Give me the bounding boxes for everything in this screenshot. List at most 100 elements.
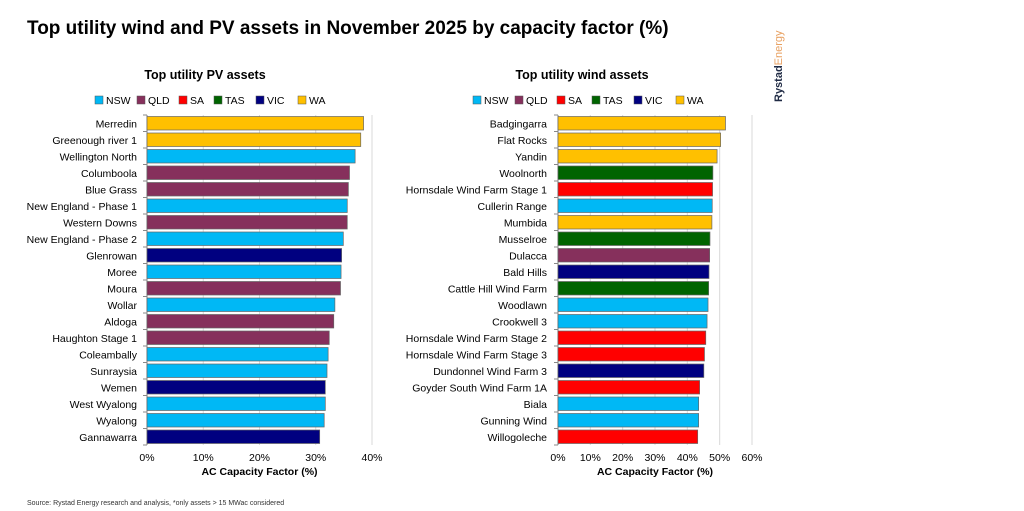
category-label: Hornsdale Wind Farm Stage 2 xyxy=(406,333,547,345)
legend-item-tas: TAS xyxy=(591,95,623,107)
legend-swatch xyxy=(591,95,601,105)
x-tick-label: 30% xyxy=(305,452,326,464)
category-label: Flat Rocks xyxy=(497,135,547,147)
category-label: Moree xyxy=(107,267,137,279)
wind-chart: Top utility wind assets NSW QLD SA TAS VIC WA 0… xyxy=(406,68,763,478)
legend-item-sa: SA xyxy=(178,95,204,107)
category-label: Dundonnel Wind Farm 3 xyxy=(433,366,547,378)
bar xyxy=(146,413,325,428)
legend-label: TAS xyxy=(225,95,245,107)
bar xyxy=(557,198,713,213)
x-tick-label: 50% xyxy=(709,452,730,464)
bar xyxy=(146,116,364,131)
x-tick-label: 60% xyxy=(741,452,762,464)
bar xyxy=(146,182,349,197)
category-label: Sunraysia xyxy=(90,366,137,378)
category-label: Merredin xyxy=(96,118,138,130)
legend-item-qld: QLD xyxy=(514,95,548,107)
legend-item-wa: WA xyxy=(675,95,704,107)
category-label: Columboola xyxy=(81,168,137,180)
bar xyxy=(557,413,699,428)
figure-title: Top utility wind and PV assets in Novemb… xyxy=(27,18,669,39)
bar xyxy=(557,380,700,395)
legend-swatch xyxy=(297,95,307,105)
bar xyxy=(557,215,713,230)
bar xyxy=(557,116,726,131)
category-label: Hornsdale Wind Farm Stage 1 xyxy=(406,184,547,196)
category-label: Mumbida xyxy=(504,217,547,229)
category-label: Greenough river 1 xyxy=(52,135,137,147)
bar xyxy=(146,198,348,213)
legend-label: WA xyxy=(687,95,704,107)
bar xyxy=(557,363,705,378)
category-label: Gannawarra xyxy=(79,432,137,444)
legend-swatch xyxy=(472,95,482,105)
category-label: Bald Hills xyxy=(503,267,547,279)
legend-swatch xyxy=(514,95,524,105)
category-label: Biala xyxy=(524,399,548,411)
x-tick-label: 20% xyxy=(249,452,270,464)
x-axis-label: AC Capacity Factor (%) xyxy=(201,466,317,478)
chart-title: Top utility PV assets xyxy=(144,68,265,82)
category-label: Yandin xyxy=(515,151,547,163)
legend-swatch xyxy=(94,95,104,105)
legend-swatch xyxy=(675,95,685,105)
category-label: Hornsdale Wind Farm Stage 3 xyxy=(406,349,547,361)
bar xyxy=(557,396,699,411)
legend-item-nsw: NSW xyxy=(472,95,509,107)
x-tick-label: 20% xyxy=(612,452,633,464)
bar xyxy=(146,149,356,164)
x-tick-label: 0% xyxy=(550,452,565,464)
category-label: West Wyalong xyxy=(70,399,138,411)
x-tick-label: 30% xyxy=(644,452,665,464)
category-label: Willogoleche xyxy=(487,432,547,444)
legend-item-vic: VIC xyxy=(633,95,663,107)
svg-text:RystadEnergy: RystadEnergy xyxy=(773,30,785,102)
bar xyxy=(146,347,329,362)
bar xyxy=(146,363,328,378)
category-label: Wemen xyxy=(101,382,137,394)
category-label: Wollar xyxy=(107,300,137,312)
bar xyxy=(557,248,710,263)
bar xyxy=(557,165,714,180)
legend-label: QLD xyxy=(526,95,548,107)
category-label: Blue Grass xyxy=(85,184,137,196)
bar xyxy=(146,248,342,263)
bar xyxy=(146,231,344,246)
category-label: Cattle Hill Wind Farm xyxy=(448,283,547,295)
legend-item-nsw: NSW xyxy=(94,95,131,107)
category-label: Woodlawn xyxy=(498,300,547,312)
chart-title: Top utility wind assets xyxy=(515,68,648,82)
category-label: Wellington North xyxy=(60,151,138,163)
bar xyxy=(557,264,710,279)
legend-label: NSW xyxy=(484,95,509,107)
category-label: Crookwell 3 xyxy=(492,316,547,328)
legend-swatch xyxy=(633,95,643,105)
source-note: Source: Rystad Energy research and analy… xyxy=(27,500,285,507)
legend-item-sa: SA xyxy=(556,95,582,107)
category-label: Badgingarra xyxy=(490,118,547,130)
category-label: Coleambally xyxy=(79,349,138,361)
bar xyxy=(146,132,362,147)
bar xyxy=(557,297,709,312)
legend-swatch xyxy=(136,95,146,105)
bar xyxy=(557,429,699,444)
category-label: New England - Phase 2 xyxy=(27,234,137,246)
category-label: Western Downs xyxy=(63,217,137,229)
bar xyxy=(557,182,713,197)
legend-label: VIC xyxy=(267,95,285,107)
category-label: Dulacca xyxy=(509,250,547,262)
legend-label: WA xyxy=(309,95,326,107)
bar xyxy=(146,330,330,345)
legend-item-tas: TAS xyxy=(213,95,245,107)
category-label: New England - Phase 1 xyxy=(27,201,137,213)
bar xyxy=(146,429,321,444)
bar xyxy=(146,314,335,329)
x-tick-label: 0% xyxy=(139,452,154,464)
legend-label: SA xyxy=(190,95,204,107)
pv-chart: Top utility PV assets NSW QLD SA TAS VIC WA 0% 1… xyxy=(27,68,383,478)
legend-label: VIC xyxy=(645,95,663,107)
rystad-energy-logo: RystadEnergy xyxy=(773,30,785,102)
bar xyxy=(557,330,707,345)
legend-label: SA xyxy=(568,95,582,107)
